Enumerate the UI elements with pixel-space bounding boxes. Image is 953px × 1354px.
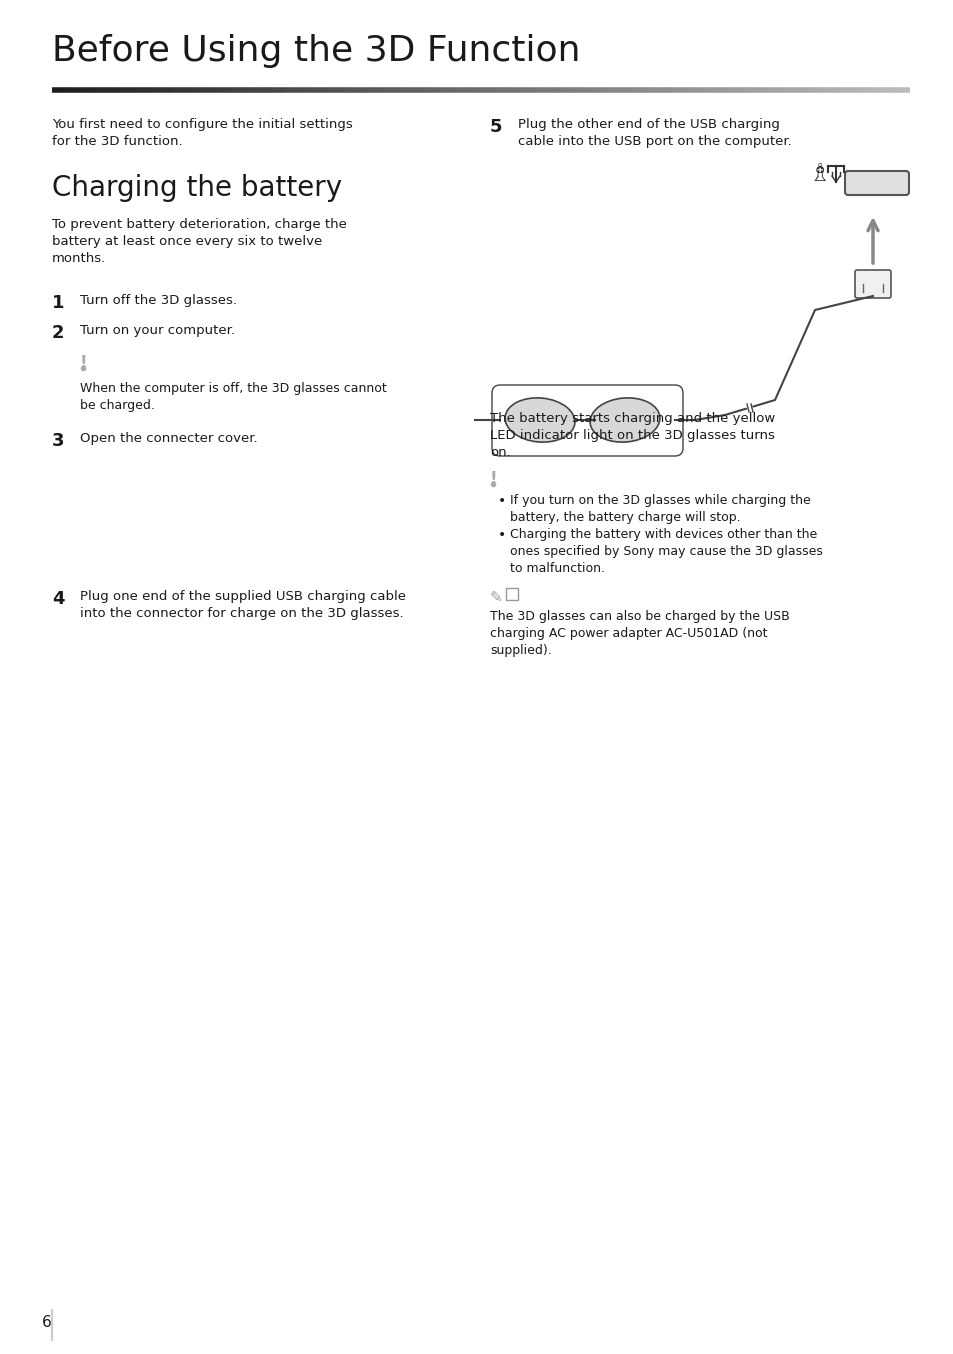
Ellipse shape bbox=[504, 398, 575, 443]
FancyBboxPatch shape bbox=[854, 269, 890, 298]
Bar bbox=[505, 588, 517, 600]
Text: ♗: ♗ bbox=[808, 162, 830, 185]
Text: !: ! bbox=[80, 353, 88, 372]
Text: If you turn on the 3D glasses while charging the
battery, the battery charge wil: If you turn on the 3D glasses while char… bbox=[510, 494, 810, 524]
Text: 5: 5 bbox=[490, 118, 502, 135]
Text: 2: 2 bbox=[52, 324, 65, 343]
Bar bbox=[62, 431, 282, 561]
Text: Charging the battery: Charging the battery bbox=[52, 175, 342, 202]
Text: Open the connecter cover.: Open the connecter cover. bbox=[80, 432, 257, 445]
FancyBboxPatch shape bbox=[844, 171, 908, 195]
Text: Turn on your computer.: Turn on your computer. bbox=[80, 324, 234, 337]
Text: 4: 4 bbox=[52, 590, 65, 608]
Text: •: • bbox=[497, 494, 506, 508]
Text: To prevent battery deterioration, charge the
battery at least once every six to : To prevent battery deterioration, charge… bbox=[52, 218, 347, 265]
Text: Charging the battery with devices other than the
ones specified by Sony may caus: Charging the battery with devices other … bbox=[510, 528, 822, 575]
Text: Plug one end of the supplied USB charging cable
into the connector for charge on: Plug one end of the supplied USB chargin… bbox=[80, 590, 406, 620]
Text: The 3D glasses can also be charged by the USB
charging AC power adapter AC-U501A: The 3D glasses can also be charged by th… bbox=[490, 611, 789, 657]
Text: Plug the other end of the USB charging
cable into the USB port on the computer.: Plug the other end of the USB charging c… bbox=[517, 118, 791, 148]
Text: ✎: ✎ bbox=[490, 590, 502, 605]
Bar bbox=[490, 100, 899, 349]
Text: 1: 1 bbox=[52, 294, 65, 311]
Text: !: ! bbox=[490, 470, 497, 487]
Text: 6: 6 bbox=[42, 1315, 51, 1330]
Text: Before Using the 3D Function: Before Using the 3D Function bbox=[52, 34, 579, 68]
Text: The battery starts charging and the yellow
LED indicator light on the 3D glasses: The battery starts charging and the yell… bbox=[490, 412, 775, 459]
Text: 3: 3 bbox=[52, 432, 65, 450]
Text: Turn off the 3D glasses.: Turn off the 3D glasses. bbox=[80, 294, 236, 307]
Text: •: • bbox=[497, 528, 506, 542]
Text: You first need to configure the initial settings
for the 3D function.: You first need to configure the initial … bbox=[52, 118, 353, 148]
Bar bbox=[62, 620, 282, 750]
Text: When the computer is off, the 3D glasses cannot
be charged.: When the computer is off, the 3D glasses… bbox=[80, 382, 386, 412]
Ellipse shape bbox=[590, 398, 659, 443]
